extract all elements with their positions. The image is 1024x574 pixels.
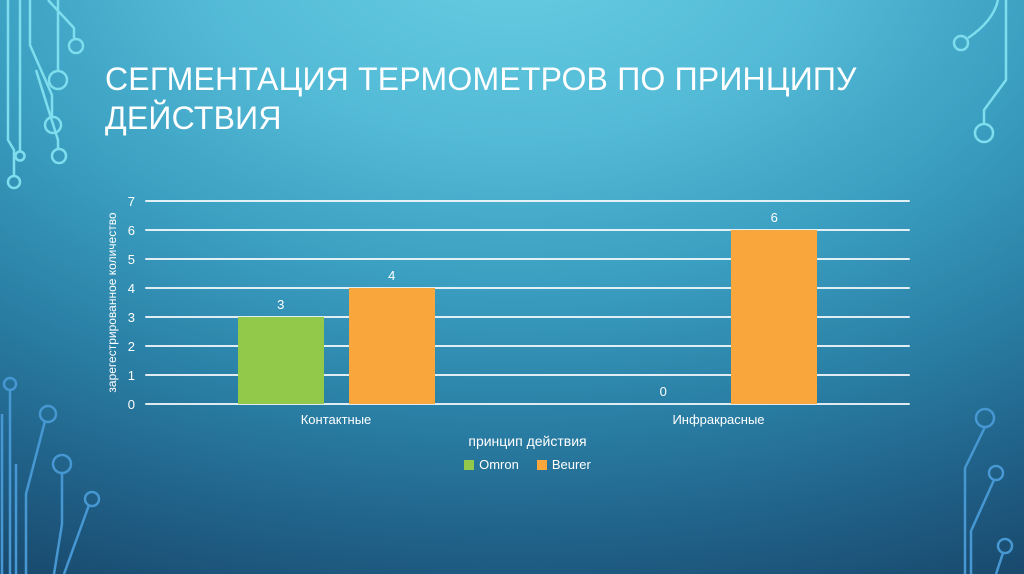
chart-legend: Omron Beurer bbox=[145, 457, 910, 472]
circuit-decoration-bottom-right bbox=[963, 407, 1014, 574]
legend-label: Omron bbox=[479, 457, 519, 472]
bar-omron-0 bbox=[237, 317, 324, 404]
legend-swatch bbox=[464, 459, 475, 470]
gridline bbox=[145, 229, 910, 231]
circuit-decoration-top-left bbox=[6, 0, 85, 190]
legend-label: Beurer bbox=[551, 457, 591, 472]
y-tick-label: 4 bbox=[127, 281, 135, 296]
gridline bbox=[145, 258, 910, 260]
x-category-label: Контактные bbox=[300, 412, 372, 427]
y-tick-label: 7 bbox=[127, 194, 135, 209]
gridline bbox=[145, 316, 910, 318]
data-label: 3 bbox=[277, 297, 285, 312]
gridline bbox=[145, 345, 910, 347]
legend-item-omron: Omron bbox=[464, 457, 519, 472]
y-tick-label: 2 bbox=[127, 339, 135, 354]
circuit-decoration-bottom-left bbox=[0, 376, 101, 574]
y-tick-label: 1 bbox=[127, 368, 135, 383]
data-label: 0 bbox=[659, 384, 667, 399]
data-label: 6 bbox=[770, 210, 778, 225]
bar-beurer-1 bbox=[731, 230, 818, 404]
circuit-decoration-top-right bbox=[952, 0, 1008, 144]
gridline bbox=[145, 374, 910, 376]
x-axis-title: принцип действия bbox=[468, 433, 587, 449]
plot-area: 0 1 2 3 4 5 6 7 3 4 Контактные 0 6 Инфракрасные bbox=[128, 195, 910, 427]
y-tick-label: 6 bbox=[127, 223, 135, 238]
gridline bbox=[145, 200, 910, 202]
slide-title: СЕГМЕНТАЦИЯ ТЕРМОМЕТРОВ ПО ПРИНЦИПУ ДЕЙС… bbox=[105, 61, 857, 136]
x-category-label: Инфракрасные bbox=[672, 412, 765, 427]
data-label: 4 bbox=[388, 268, 396, 283]
bar-beurer-0 bbox=[348, 288, 435, 404]
y-tick-label: 5 bbox=[127, 252, 135, 267]
legend-swatch bbox=[536, 459, 547, 470]
legend-item-beurer: Beurer bbox=[536, 457, 591, 472]
gridline bbox=[145, 403, 910, 405]
gridline bbox=[145, 287, 910, 289]
y-tick-label: 3 bbox=[127, 310, 135, 325]
y-tick-label: 0 bbox=[127, 397, 135, 412]
